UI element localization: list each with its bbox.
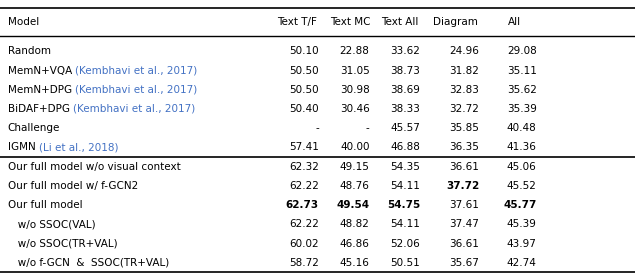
Text: 37.72: 37.72 [446, 181, 479, 191]
Text: 62.73: 62.73 [286, 200, 319, 210]
Text: Diagram: Diagram [434, 17, 478, 27]
Text: 46.88: 46.88 [391, 142, 420, 152]
Text: 49.15: 49.15 [340, 162, 370, 172]
Text: Text All: Text All [382, 17, 418, 27]
Text: (Kembhavi et al., 2017): (Kembhavi et al., 2017) [73, 104, 195, 114]
Text: 62.22: 62.22 [289, 181, 319, 191]
Text: 40.00: 40.00 [340, 142, 370, 152]
Text: Our full model w/o visual context: Our full model w/o visual context [8, 162, 180, 172]
Text: 42.74: 42.74 [507, 258, 537, 268]
Text: -: - [366, 123, 370, 133]
Text: 38.73: 38.73 [391, 66, 420, 76]
Text: 30.98: 30.98 [340, 85, 370, 95]
Text: 32.83: 32.83 [450, 85, 479, 95]
Text: 54.11: 54.11 [391, 219, 420, 229]
Text: 37.61: 37.61 [450, 200, 479, 210]
Text: Text T/F: Text T/F [277, 17, 317, 27]
Text: 50.10: 50.10 [289, 46, 319, 56]
Text: 46.86: 46.86 [340, 239, 370, 249]
Text: 35.39: 35.39 [507, 104, 537, 114]
Text: Our full model w/ f-GCN2: Our full model w/ f-GCN2 [8, 181, 138, 191]
Text: 48.82: 48.82 [340, 219, 370, 229]
Text: 31.05: 31.05 [340, 66, 370, 76]
Text: 22.88: 22.88 [340, 46, 370, 56]
Text: 54.75: 54.75 [387, 200, 420, 210]
Text: 52.06: 52.06 [391, 239, 420, 249]
Text: 45.39: 45.39 [507, 219, 537, 229]
Text: 33.62: 33.62 [391, 46, 420, 56]
Text: 36.61: 36.61 [450, 162, 479, 172]
Text: 54.35: 54.35 [391, 162, 420, 172]
Text: 31.82: 31.82 [450, 66, 479, 76]
Text: 62.32: 62.32 [289, 162, 319, 172]
Text: MemN+DPG: MemN+DPG [8, 85, 75, 95]
Text: 36.61: 36.61 [450, 239, 479, 249]
Text: (Li et al., 2018): (Li et al., 2018) [39, 142, 118, 152]
Text: 45.52: 45.52 [507, 181, 537, 191]
Text: -: - [315, 123, 319, 133]
Text: MemN+VQA: MemN+VQA [8, 66, 75, 76]
Text: 50.50: 50.50 [289, 85, 319, 95]
Text: IGMN: IGMN [8, 142, 39, 152]
Text: 49.54: 49.54 [337, 200, 370, 210]
Text: 45.16: 45.16 [340, 258, 370, 268]
Text: 32.72: 32.72 [450, 104, 479, 114]
Text: 60.02: 60.02 [289, 239, 319, 249]
Text: 45.57: 45.57 [391, 123, 420, 133]
Text: 30.46: 30.46 [340, 104, 370, 114]
Text: 54.11: 54.11 [391, 181, 420, 191]
Text: 35.85: 35.85 [450, 123, 479, 133]
Text: 37.47: 37.47 [450, 219, 479, 229]
Text: 38.69: 38.69 [391, 85, 420, 95]
Text: BiDAF+DPG: BiDAF+DPG [8, 104, 73, 114]
Text: 43.97: 43.97 [507, 239, 537, 249]
Text: 62.22: 62.22 [289, 219, 319, 229]
Text: 57.41: 57.41 [289, 142, 319, 152]
Text: Our full model: Our full model [8, 200, 83, 210]
Text: 50.51: 50.51 [391, 258, 420, 268]
Text: 41.36: 41.36 [507, 142, 537, 152]
Text: w/o SSOC(TR+VAL): w/o SSOC(TR+VAL) [8, 239, 117, 249]
Text: 40.48: 40.48 [507, 123, 537, 133]
Text: 35.67: 35.67 [450, 258, 479, 268]
Text: 50.40: 50.40 [289, 104, 319, 114]
Text: (Kembhavi et al., 2017): (Kembhavi et al., 2017) [75, 85, 197, 95]
Text: 35.62: 35.62 [507, 85, 537, 95]
Text: Random: Random [8, 46, 51, 56]
Text: w/o f-GCN  &  SSOC(TR+VAL): w/o f-GCN & SSOC(TR+VAL) [8, 258, 169, 268]
Text: 24.96: 24.96 [450, 46, 479, 56]
Text: 35.11: 35.11 [507, 66, 537, 76]
Text: 29.08: 29.08 [507, 46, 537, 56]
Text: w/o SSOC(VAL): w/o SSOC(VAL) [8, 219, 95, 229]
Text: 58.72: 58.72 [289, 258, 319, 268]
Text: 50.50: 50.50 [289, 66, 319, 76]
Text: All: All [508, 17, 521, 27]
Text: 48.76: 48.76 [340, 181, 370, 191]
Text: Text MC: Text MC [330, 17, 370, 27]
Text: 45.06: 45.06 [507, 162, 537, 172]
Text: 45.77: 45.77 [503, 200, 537, 210]
Text: 38.33: 38.33 [391, 104, 420, 114]
Text: 36.35: 36.35 [450, 142, 479, 152]
Text: (Kembhavi et al., 2017): (Kembhavi et al., 2017) [75, 66, 197, 76]
Text: Challenge: Challenge [8, 123, 60, 133]
Text: Model: Model [8, 17, 39, 27]
